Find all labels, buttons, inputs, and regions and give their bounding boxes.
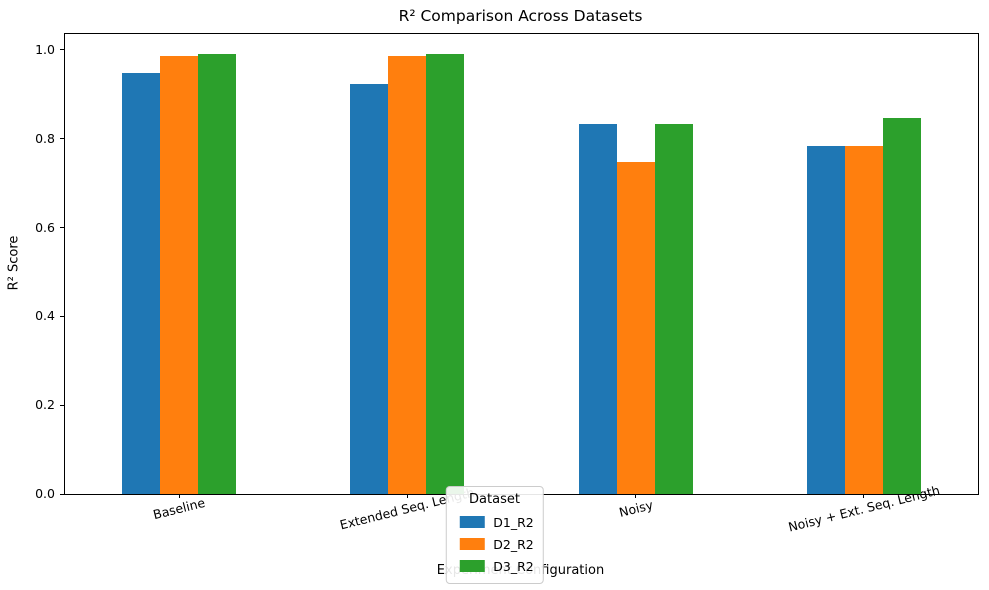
y-axis-label: R² Score [6, 235, 22, 291]
legend-entry: D2_R2 [455, 533, 534, 555]
y-tick-mark [60, 315, 64, 317]
bar-d2_r2-3 [616, 162, 655, 494]
bar-d1_r2-1 [122, 73, 161, 494]
y-tick-label: 0.2 [35, 397, 55, 413]
x-tick-label: Noisy [617, 497, 655, 520]
bar-d1_r2-2 [350, 83, 389, 494]
bar-d2_r2-2 [388, 55, 427, 494]
legend-swatch [459, 560, 485, 572]
bar-d3_r2-3 [654, 124, 693, 494]
legend-entry: D1_R2 [455, 511, 534, 533]
y-tick-mark [60, 49, 64, 51]
bar-d3_r2-2 [426, 53, 465, 494]
legend-swatch [459, 516, 485, 528]
chart-title: R² Comparison Across Datasets [398, 7, 643, 25]
bar-d1_r2-3 [578, 124, 617, 494]
legend-entry-label: D3_R2 [493, 558, 534, 574]
y-tick-label: 0.4 [35, 308, 55, 324]
y-tick-label: 0.0 [35, 486, 55, 501]
legend-swatch [459, 538, 485, 550]
bar-d3_r2-4 [882, 118, 921, 494]
y-tick-mark [60, 404, 64, 406]
x-tick-mark [863, 494, 865, 498]
y-tick-mark [60, 227, 64, 229]
y-tick-label: 0.8 [35, 130, 55, 146]
x-tick-label: Baseline [151, 494, 207, 523]
legend: Dataset D1_R2 D2_R2 D3_R2 [445, 486, 544, 584]
y-tick-label: 0.6 [35, 219, 55, 235]
bar-d1_r2-4 [806, 146, 845, 494]
bar-d2_r2-1 [160, 55, 199, 494]
x-tick-mark [178, 494, 180, 498]
bar-d3_r2-1 [198, 53, 237, 494]
y-tick-label: 1.0 [35, 41, 55, 57]
x-tick-mark [406, 494, 408, 498]
legend-entry-label: D2_R2 [493, 536, 534, 552]
legend-title: Dataset [469, 492, 520, 507]
legend-entry: D3_R2 [455, 555, 534, 577]
legend-entries: D1_R2 D2_R2 D3_R2 [455, 511, 534, 577]
x-tick-mark [635, 494, 637, 498]
plot-area: 0.0 0.2 0.4 0.6 0.8 1.0 Baseline Extended Seq. … [35, 33, 979, 535]
legend-entry-label: D1_R2 [493, 514, 534, 530]
bar-d2_r2-4 [844, 146, 883, 494]
y-tick-mark [60, 493, 64, 495]
y-tick-mark [60, 138, 64, 140]
